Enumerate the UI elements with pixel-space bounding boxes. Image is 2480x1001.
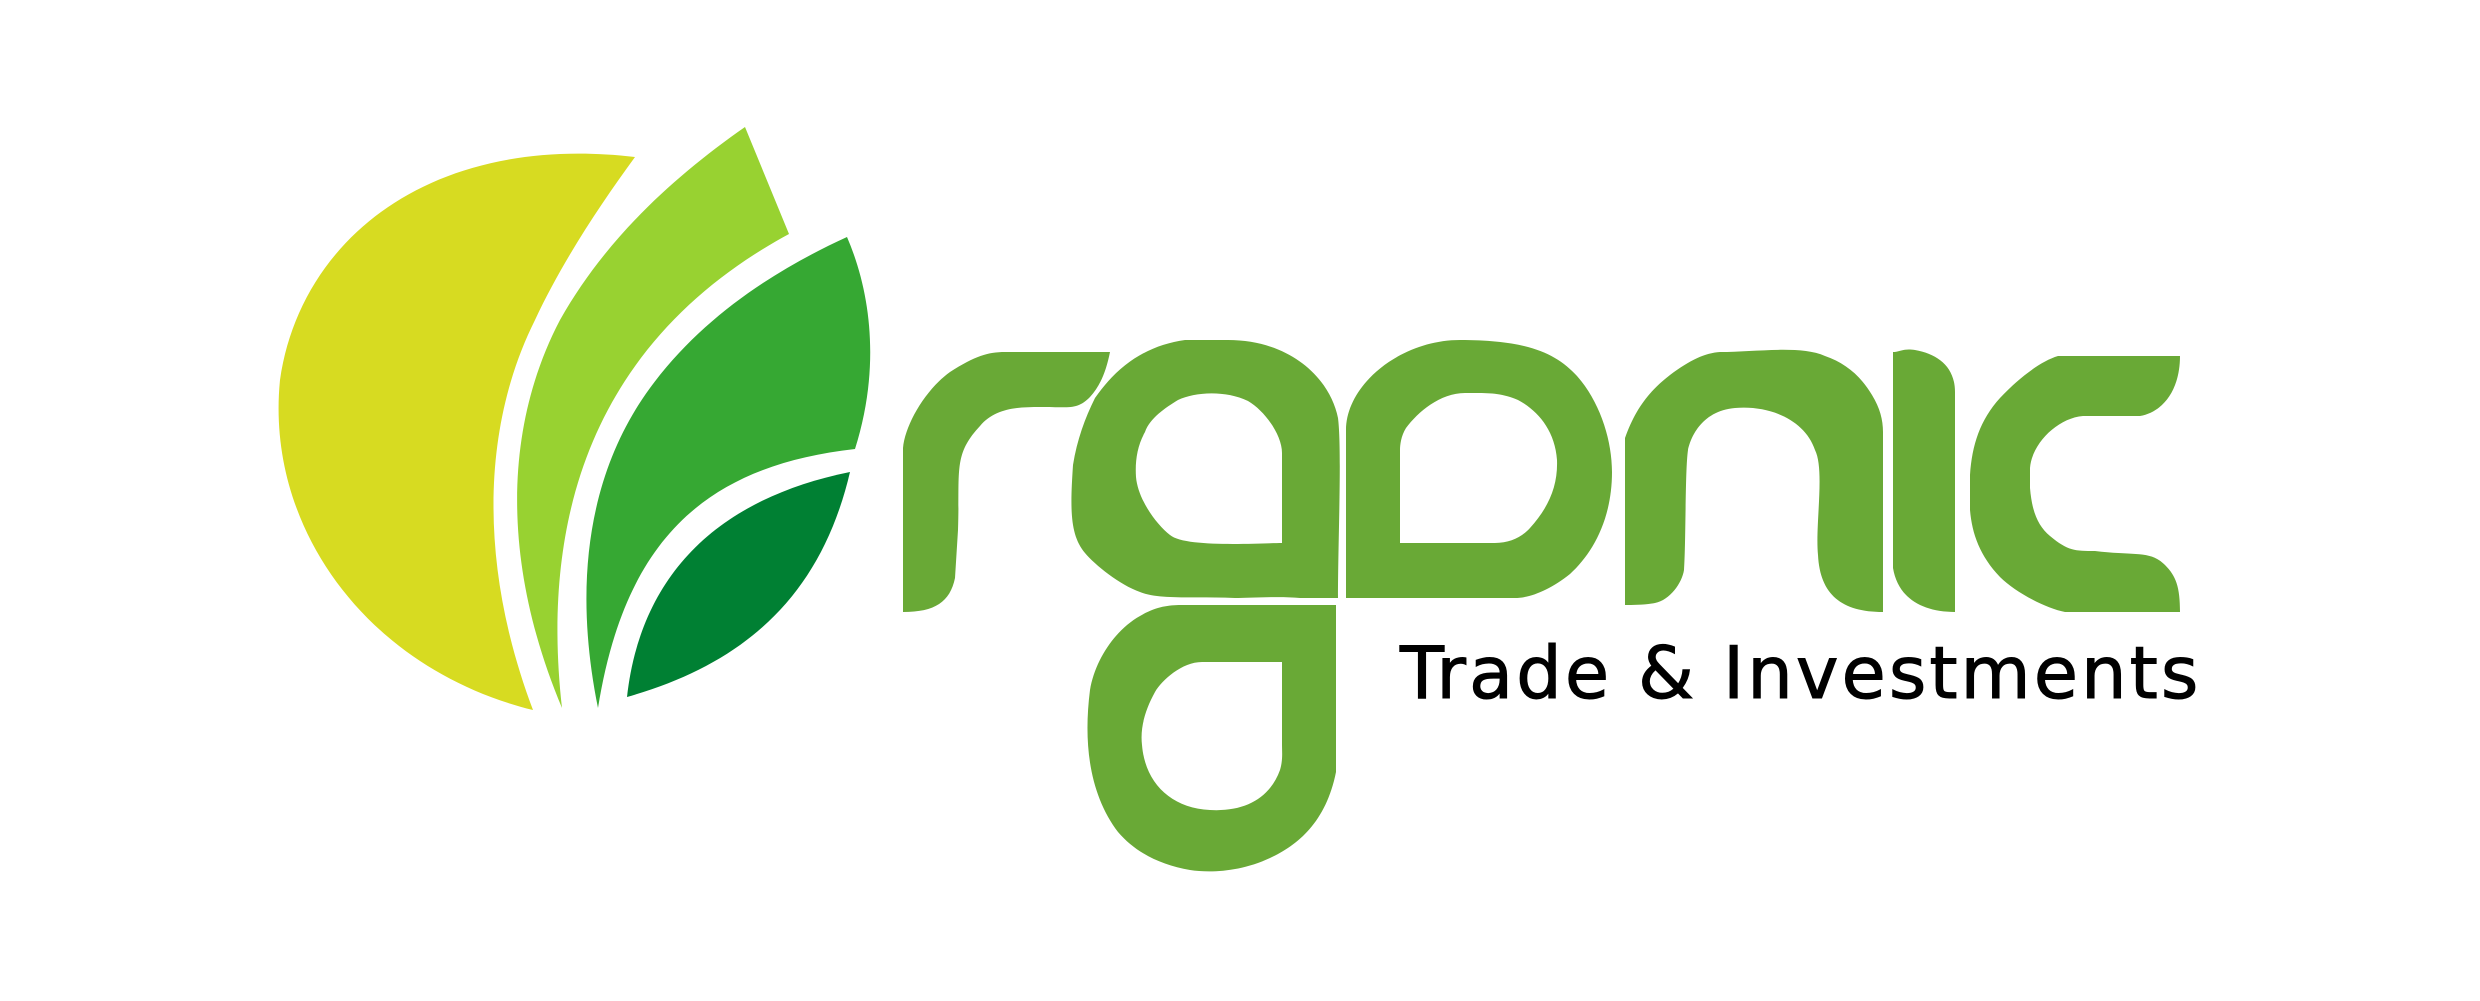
tagline: Trade & Investments bbox=[1399, 631, 2202, 716]
leaf-cluster-icon bbox=[278, 127, 871, 710]
leaf-dark bbox=[627, 472, 850, 697]
wordmark bbox=[903, 340, 2180, 872]
leaf-yellow bbox=[278, 153, 635, 710]
wordmark-letter-g-descender bbox=[1087, 605, 1336, 872]
leaf-lime bbox=[517, 127, 789, 708]
wordmark-letter-r bbox=[903, 352, 1110, 612]
leaf-green bbox=[586, 237, 871, 708]
wordmark-letter-c bbox=[1970, 356, 2180, 612]
wordmark-letter-i bbox=[1893, 349, 1955, 612]
wordmark-letter-n bbox=[1625, 349, 1883, 612]
wordmark-letter-o bbox=[1346, 340, 1612, 598]
wordmark-letter-g bbox=[1071, 340, 1340, 598]
